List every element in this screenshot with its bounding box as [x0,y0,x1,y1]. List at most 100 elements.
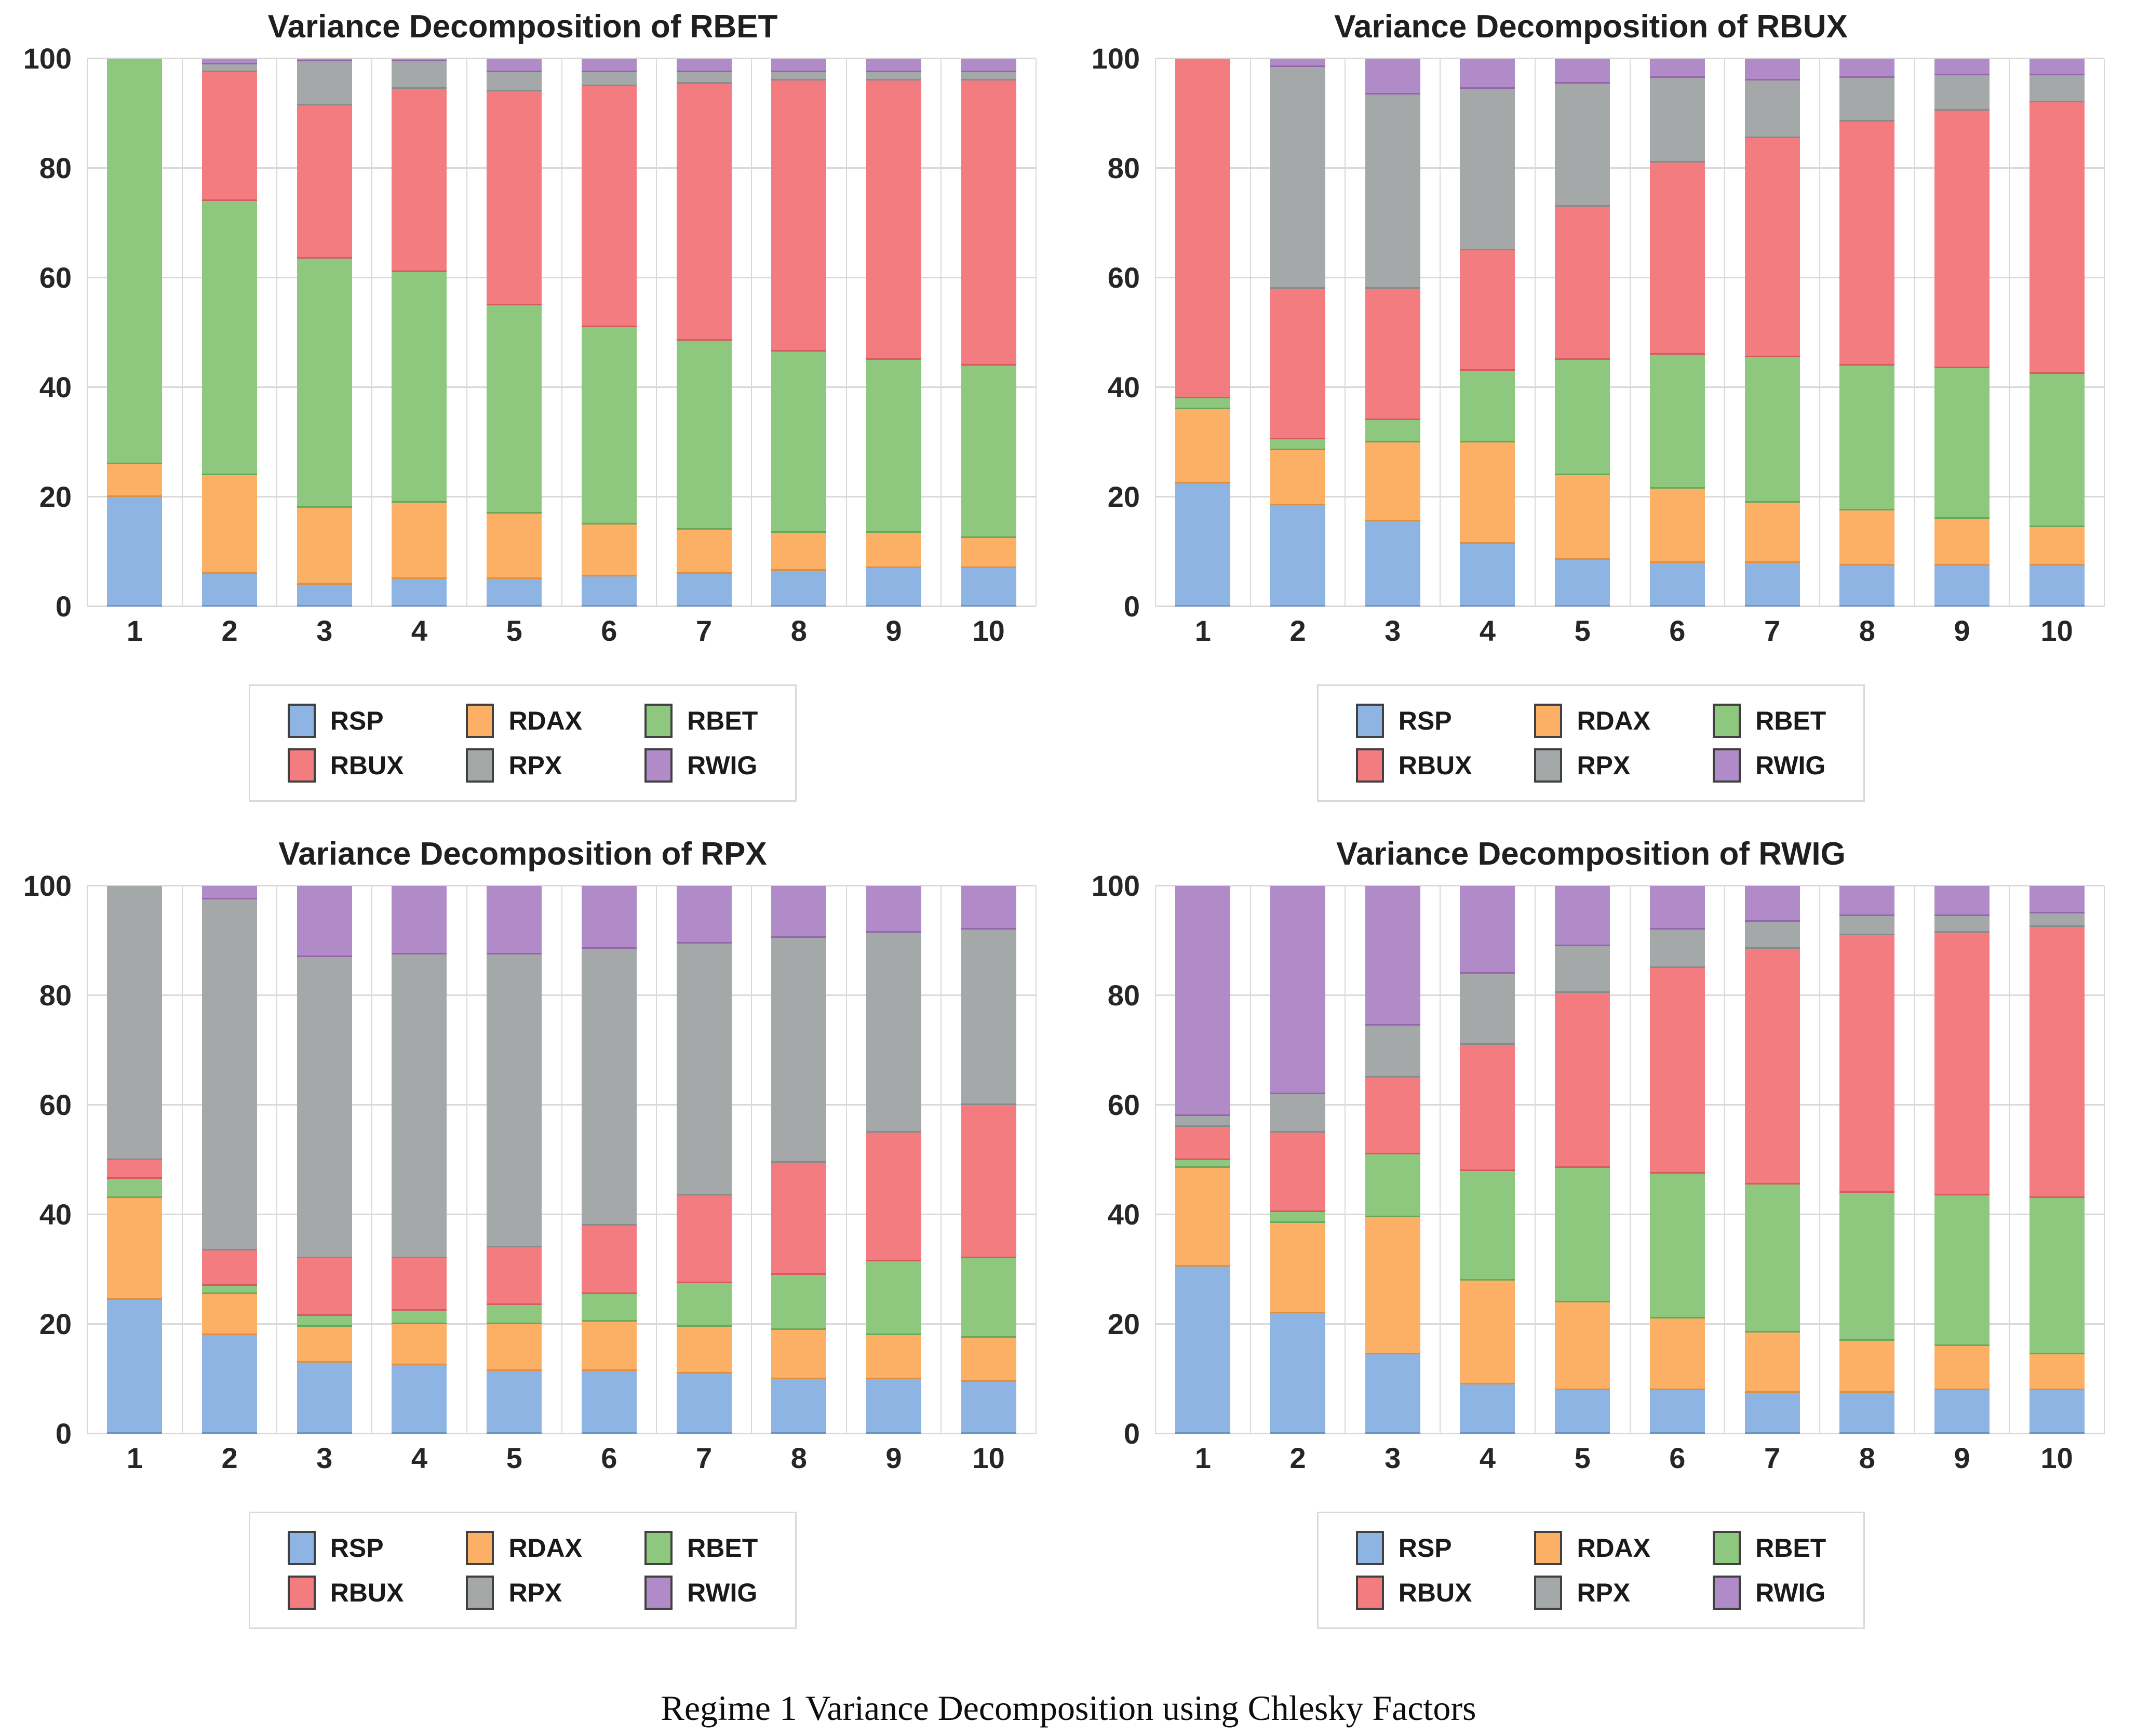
legend-item-rbet: RBET [1713,1531,1826,1565]
legend-swatch-rbet [644,704,673,738]
bar-segment-rpx [297,61,352,105]
bar-segment-rpx [297,957,352,1259]
vertical-gridline [87,886,88,1434]
vertical-gridline [1534,59,1536,607]
legend-item-rdax: RDAX [466,704,582,738]
bar-segment-rpx [581,949,637,1226]
bar-segment-rpx [1744,921,1800,949]
legend-item-rwig: RWIG [1713,748,1826,783]
bar-segment-rbet [1175,398,1231,410]
bar-segment-rsp [2029,565,2085,607]
stacked-bar [297,886,352,1434]
bar-segment-rpx [202,899,257,1250]
bar-segment-rwig [1934,886,1990,917]
chart-title-rpx: Variance Decomposition of RPX [278,836,767,872]
bar-segment-rbet [1839,365,1895,511]
stacked-bar [1270,886,1325,1434]
stacked-bar [1460,886,1515,1434]
bar-segment-rdax [1839,510,1895,566]
bar-segment-rbux [581,1226,637,1294]
bar-segment-rwig [1555,59,1610,84]
bar-segment-rsp [202,573,257,607]
bar-segment-rdax [1744,1332,1800,1393]
plot-area [1155,885,2105,1434]
stacked-bar [1934,59,1990,607]
bar-segment-rbux [1744,949,1800,1185]
legend-swatch-rbet [1713,1531,1741,1565]
bar-segment-rdax [771,532,827,571]
bar-segment-rwig [202,886,257,900]
x-axis-tick-label: 3 [316,1441,333,1474]
bar-segment-rbux [1175,1127,1231,1160]
bar-segment-rpx [961,72,1016,81]
stacked-bar [581,59,637,607]
y-axis-tick-label: 80 [1107,979,1140,1012]
bar-segment-rbet [676,341,732,530]
chart-title-rwig: Variance Decomposition of RWIG [1336,836,1846,872]
legend-swatch-rbet [1713,704,1741,738]
y-axis-tick-label: 80 [39,979,72,1012]
bar-segment-rdax [297,1327,352,1363]
bar-segment-rbet [297,1316,352,1327]
bar-slot [1915,59,2010,607]
vertical-gridline [1819,886,1820,1434]
legend-item-rbux: RBUX [1355,748,1472,783]
bar-segment-rbet [1839,1192,1895,1341]
bar-segment-rdax [487,1324,542,1371]
x-axis-tick-label: 9 [1954,1441,1970,1474]
bar-segment-rwig [1460,59,1515,89]
vertical-gridline [845,886,847,1434]
vertical-gridline [87,59,88,607]
x-axis-tick-label: 4 [1479,1441,1496,1474]
stacked-bar [1555,59,1610,607]
bar-segment-rpx [1839,77,1895,122]
legend-label: RWIG [1755,751,1826,780]
legend-swatch-rbux [287,1576,316,1610]
legend-swatch-rbet [644,1531,673,1565]
vertical-gridline [371,59,373,607]
bar-slot [87,59,182,607]
stacked-bar [392,886,447,1434]
bar-segment-rbet [2029,373,2085,528]
vertical-gridline [940,886,942,1434]
bar-segment-rdax [1555,475,1610,560]
bar-segment-rbux [1460,250,1515,371]
bar-slot [941,886,1036,1434]
bar-slot [846,886,942,1434]
bar-segment-rsp [1460,1384,1515,1434]
vertical-gridline [181,886,183,1434]
bar-segment-rdax [866,532,921,569]
legend-swatch-rpx [466,1576,494,1610]
stacked-bar [961,886,1016,1434]
x-axis-tick-label: 8 [1859,614,1875,647]
legend-label: RBET [687,706,758,735]
bar-segment-rbux [961,1105,1016,1259]
vertical-gridline [1345,59,1346,607]
x-axis-tick-label: 6 [1669,614,1686,647]
bar-segment-rbux [1555,206,1610,360]
vertical-gridline [1534,886,1536,1434]
bar-slot [656,59,751,607]
legend-item-rpx: RPX [1534,1576,1650,1610]
bar-segment-rwig [676,886,732,944]
stacked-bar [771,886,827,1434]
bar-segment-rdax [487,513,542,580]
bar-segment-rbet [392,272,447,503]
bar-segment-rpx [487,72,542,92]
bar-segment-rdax [1175,1168,1231,1267]
legend-label: RDAX [508,1533,583,1563]
stacked-bar [1365,59,1420,607]
x-axis-tick-label: 10 [972,1441,1005,1474]
bar-segment-rsp [392,579,447,607]
bar-segment-rsp [676,573,732,607]
stacked-bar [1839,886,1895,1434]
legend-label: RSP [330,1533,384,1563]
bar-segment-rpx [1649,77,1705,163]
vertical-gridline [2104,886,2105,1434]
x-axis-tick-label: 8 [790,1441,807,1474]
bar-segment-rbux [1365,1078,1420,1154]
y-axis-tick-label: 40 [39,1198,72,1231]
bar-slot [1251,59,1346,607]
bar-slot [2009,886,2104,1434]
bar-segment-rsp [1175,483,1231,607]
